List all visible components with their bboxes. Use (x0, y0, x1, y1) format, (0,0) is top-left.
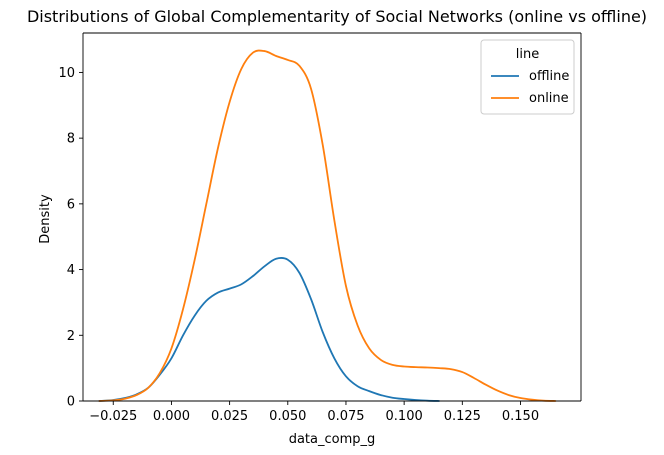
y-tick-label: 4 (67, 263, 75, 278)
legend-title: line (516, 47, 539, 62)
x-tick-label: 0.050 (269, 409, 306, 424)
y-tick-label: 6 (67, 197, 75, 212)
y-tick-label: 0 (67, 395, 75, 410)
x-tick-label: 0.150 (502, 409, 539, 424)
y-axis-label: Density (38, 194, 53, 244)
x-axis: −0.025 0.000 0.025 0.050 0.075 0.100 0.125 0.15… (89, 401, 539, 424)
series-line-online (98, 49, 557, 402)
legend-label-online: online (529, 91, 569, 106)
y-axis: 0 2 4 6 8 10 (58, 66, 83, 410)
legend-label-offline: offline (529, 69, 569, 84)
x-tick-label: 0.125 (444, 409, 481, 424)
x-axis-label: data_comp_g (289, 432, 376, 447)
x-tick-label: 0.025 (211, 409, 248, 424)
x-tick-label: 0.075 (327, 409, 364, 424)
x-tick-label: 0.000 (153, 409, 190, 424)
y-tick-label: 2 (67, 329, 75, 344)
series-line-offline (98, 257, 440, 402)
y-tick-label: 8 (67, 132, 75, 147)
x-tick-label: 0.100 (386, 409, 423, 424)
legend-box (480, 39, 575, 115)
plot-area (82, 32, 582, 402)
legend: line offline online (480, 39, 575, 115)
y-tick-label: 10 (58, 66, 75, 81)
chart-title: Distributions of Global Complementarity … (27, 7, 647, 26)
x-tick-label: −0.025 (89, 409, 137, 424)
